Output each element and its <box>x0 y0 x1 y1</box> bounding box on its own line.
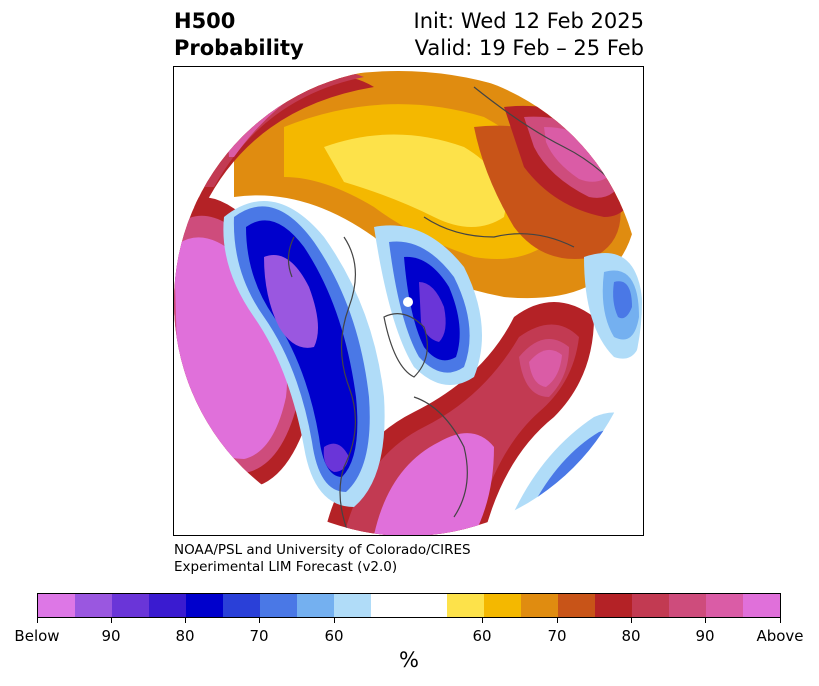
colorbar-unit: % <box>399 648 419 672</box>
colorbar-segment <box>668 594 706 617</box>
colorbar-segment <box>38 594 76 617</box>
valid-range: Valid: 19 Feb – 25 Feb <box>414 36 644 60</box>
title-variable: H500 <box>174 9 236 33</box>
colorbar-tick <box>705 618 706 623</box>
below-anomaly-west <box>223 201 385 507</box>
credit: NOAA/PSL and University of Colorado/CIRE… <box>174 542 471 576</box>
map-panel <box>173 66 644 536</box>
colorbar-tick <box>780 618 781 623</box>
title-left: H500 Probability <box>174 8 304 62</box>
title-measure: Probability <box>174 36 304 60</box>
colorbar-tick-label: 80 <box>621 627 641 645</box>
colorbar-segment <box>186 594 224 617</box>
below-anomaly-arctic <box>374 225 482 385</box>
colorbar-tick <box>185 618 186 623</box>
colorbar-segment <box>112 594 150 617</box>
colorbar-segment <box>483 594 521 617</box>
colorbar-tick-label: Below <box>14 627 60 645</box>
colorbar-segment <box>223 594 261 617</box>
colorbar-tick-label: 70 <box>547 627 567 645</box>
colorbar-segment <box>594 594 632 617</box>
colorbar-segment <box>371 594 447 617</box>
colorbar-segment <box>149 594 187 617</box>
colorbar-segment <box>631 594 669 617</box>
colorbar-tick <box>111 618 112 623</box>
colorbar-tick <box>631 618 632 623</box>
colorbar-tick <box>37 618 38 623</box>
colorbar-segment <box>557 594 595 617</box>
colorbar-tick-label: 60 <box>472 627 492 645</box>
colorbar-tick <box>557 618 558 623</box>
probability-map <box>174 68 642 535</box>
colorbar-segment <box>446 594 484 617</box>
pole-marker <box>403 297 413 307</box>
init-date: Init: Wed 12 Feb 2025 <box>413 9 644 33</box>
colorbar-segment <box>260 594 298 617</box>
credit-line-1: NOAA/PSL and University of Colorado/CIRE… <box>174 542 471 558</box>
colorbar-tick-label: Above <box>756 627 804 645</box>
colorbar-segment <box>334 594 372 617</box>
colorbar-tick <box>334 618 335 623</box>
title-right: Init: Wed 12 Feb 2025 Valid: 19 Feb – 25… <box>414 8 644 62</box>
colorbar-tick-label: 60 <box>324 627 344 645</box>
colorbar-segment <box>75 594 113 617</box>
colorbar-tick-label: 70 <box>249 627 269 645</box>
above-anomaly-atlantic <box>324 302 594 535</box>
colorbar-tick-label: 90 <box>695 627 715 645</box>
colorbar-segment <box>520 594 558 617</box>
colorbar <box>37 593 781 618</box>
colorbar-tick <box>259 618 260 623</box>
colorbar-segment <box>742 594 780 617</box>
colorbar-segment <box>297 594 335 617</box>
colorbar-tick-label: 90 <box>101 627 121 645</box>
colorbar-tick <box>482 618 483 623</box>
below-anomaly-east <box>584 253 642 359</box>
credit-line-2: Experimental LIM Forecast (v2.0) <box>174 559 398 575</box>
colorbar-segment <box>705 594 743 617</box>
above-anomaly-north <box>234 71 635 299</box>
colorbar-tick-label: 80 <box>175 627 195 645</box>
